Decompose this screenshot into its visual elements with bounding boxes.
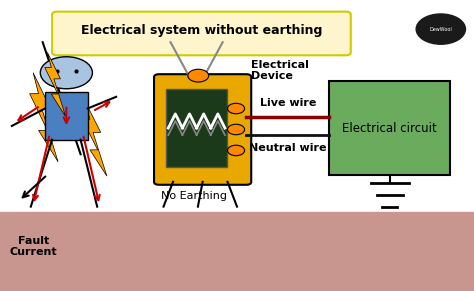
Text: Live wire: Live wire	[260, 98, 316, 108]
Text: Electrical
Device: Electrical Device	[251, 60, 309, 81]
Text: Electrical circuit: Electrical circuit	[343, 122, 437, 134]
Circle shape	[228, 103, 245, 114]
Circle shape	[228, 124, 245, 135]
FancyBboxPatch shape	[154, 74, 251, 185]
Text: Fault
Current: Fault Current	[9, 236, 57, 257]
Text: DewWool: DewWool	[429, 26, 452, 32]
Bar	[0, 212, 474, 291]
Circle shape	[416, 14, 465, 44]
Bar	[329, 81, 450, 175]
Circle shape	[40, 57, 92, 89]
Polygon shape	[82, 102, 107, 176]
Circle shape	[228, 145, 245, 156]
Polygon shape	[45, 52, 65, 117]
FancyBboxPatch shape	[52, 12, 351, 55]
Circle shape	[188, 69, 209, 82]
Polygon shape	[29, 73, 58, 162]
Text: Neutral wire: Neutral wire	[249, 143, 327, 153]
Text: Electrical system without earthing: Electrical system without earthing	[81, 24, 322, 37]
Bar	[45, 92, 88, 140]
Bar	[166, 89, 228, 167]
Text: No Earthing: No Earthing	[161, 191, 227, 201]
